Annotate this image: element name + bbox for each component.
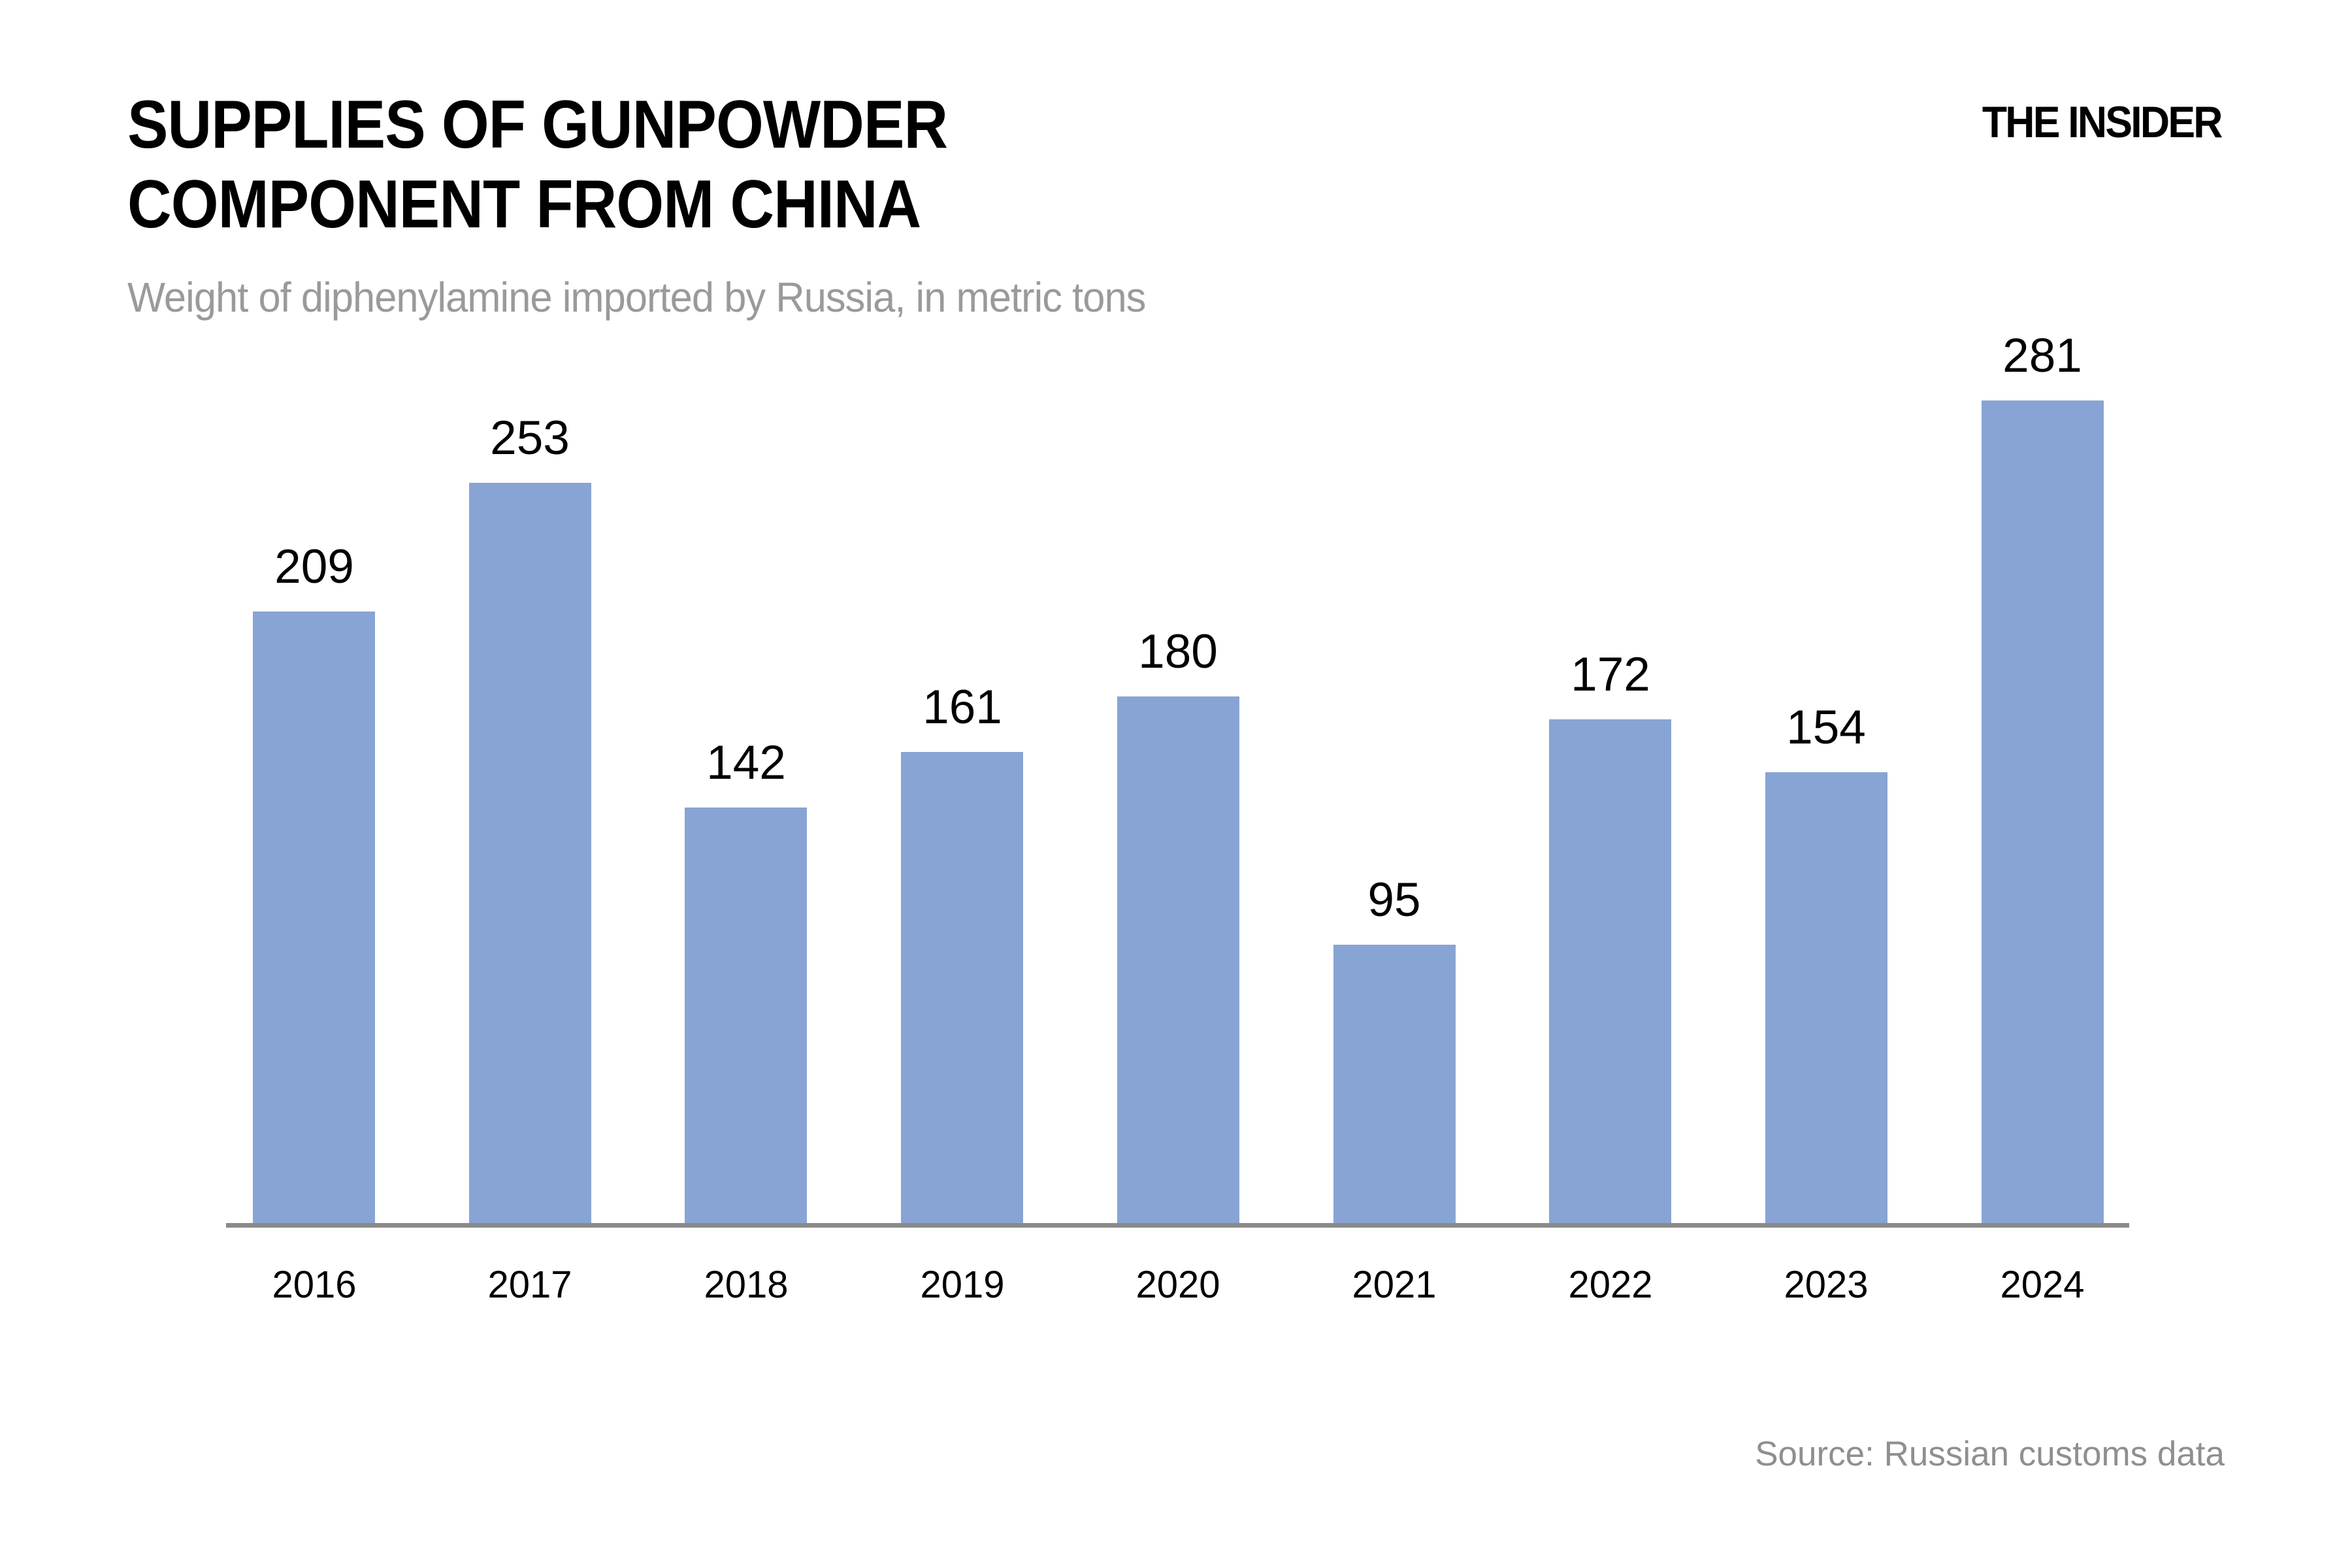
x-axis-tick-label: 2021: [1352, 1264, 1437, 1306]
chart-title: SUPPLIES OF GUNPOWDER COMPONENT FROM CHI…: [127, 85, 948, 244]
x-axis-tick-label: 2022: [1568, 1264, 1653, 1306]
bar: [1982, 400, 2104, 1223]
bar-value-label: 95: [1367, 874, 1421, 926]
x-axis-tick-label: 2020: [1135, 1264, 1220, 1306]
source-credit: Source: Russian customs data: [1755, 1435, 2225, 1473]
x-axis-line: [226, 1223, 2129, 1228]
the-insider-logo: THE INSIDER: [1982, 97, 2223, 147]
x-axis-tick-label: 2016: [272, 1264, 357, 1306]
chart-subtitle: Weight of diphenylamine imported by Russ…: [127, 274, 1146, 321]
chart-title-line1: SUPPLIES OF GUNPOWDER: [127, 87, 948, 163]
bar-value-label: 281: [2002, 329, 2082, 382]
bar: [1549, 719, 1671, 1223]
bar: [1765, 772, 1887, 1223]
bar: [1333, 945, 1456, 1223]
bar-value-label: 209: [274, 540, 354, 593]
bar-value-label: 172: [1571, 648, 1650, 701]
x-axis-tick-label: 2024: [2000, 1264, 2085, 1306]
bar: [469, 483, 591, 1223]
bar-value-label: 161: [923, 681, 1002, 734]
x-axis-tick-label: 2023: [1784, 1264, 1869, 1306]
bar: [1117, 696, 1239, 1223]
bar-value-label: 253: [490, 412, 570, 465]
chart-title-line2: COMPONENT FROM CHINA: [127, 167, 921, 242]
bar-value-label: 154: [1786, 701, 1866, 754]
bar-value-label: 142: [706, 736, 786, 789]
bar: [901, 752, 1023, 1223]
bar-value-label: 180: [1138, 625, 1218, 678]
x-axis-tick-label: 2018: [704, 1264, 789, 1306]
x-axis-tick-label: 2019: [920, 1264, 1005, 1306]
x-axis-tick-label: 2017: [487, 1264, 572, 1306]
bar: [685, 808, 807, 1223]
bar: [253, 612, 375, 1223]
